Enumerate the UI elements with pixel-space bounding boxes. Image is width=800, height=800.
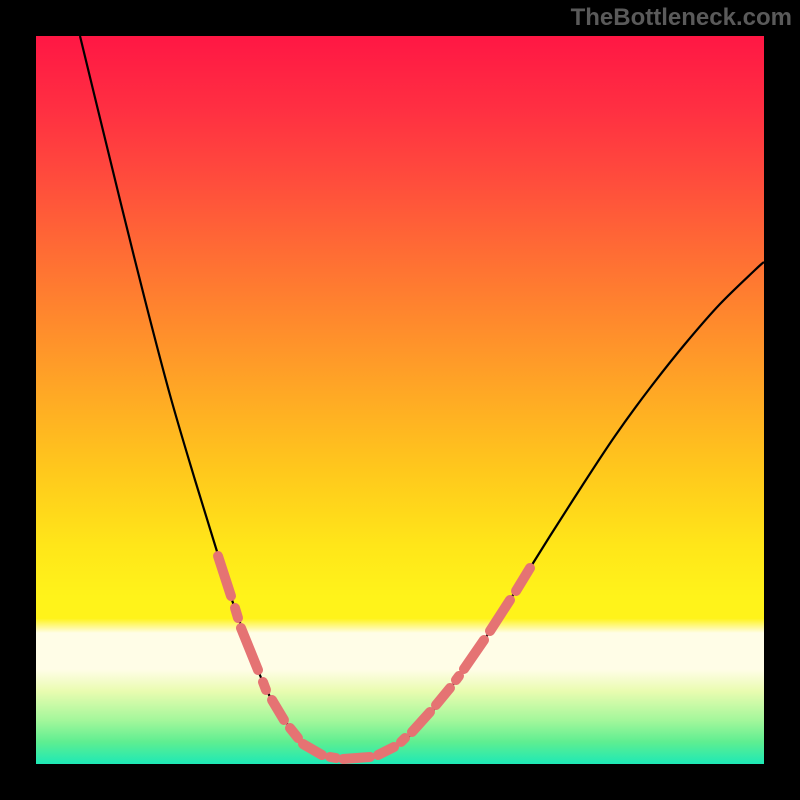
bottleneck-chart xyxy=(0,0,800,800)
dash-segment xyxy=(456,676,459,680)
watermark-text: TheBottleneck.com xyxy=(571,4,792,32)
dash-segment xyxy=(235,608,238,618)
dash-segment xyxy=(401,738,405,742)
dash-segment xyxy=(263,682,266,690)
dash-segment xyxy=(330,757,336,758)
dash-segment xyxy=(343,757,370,759)
plot-background xyxy=(36,36,764,764)
dash-segment xyxy=(290,728,298,738)
